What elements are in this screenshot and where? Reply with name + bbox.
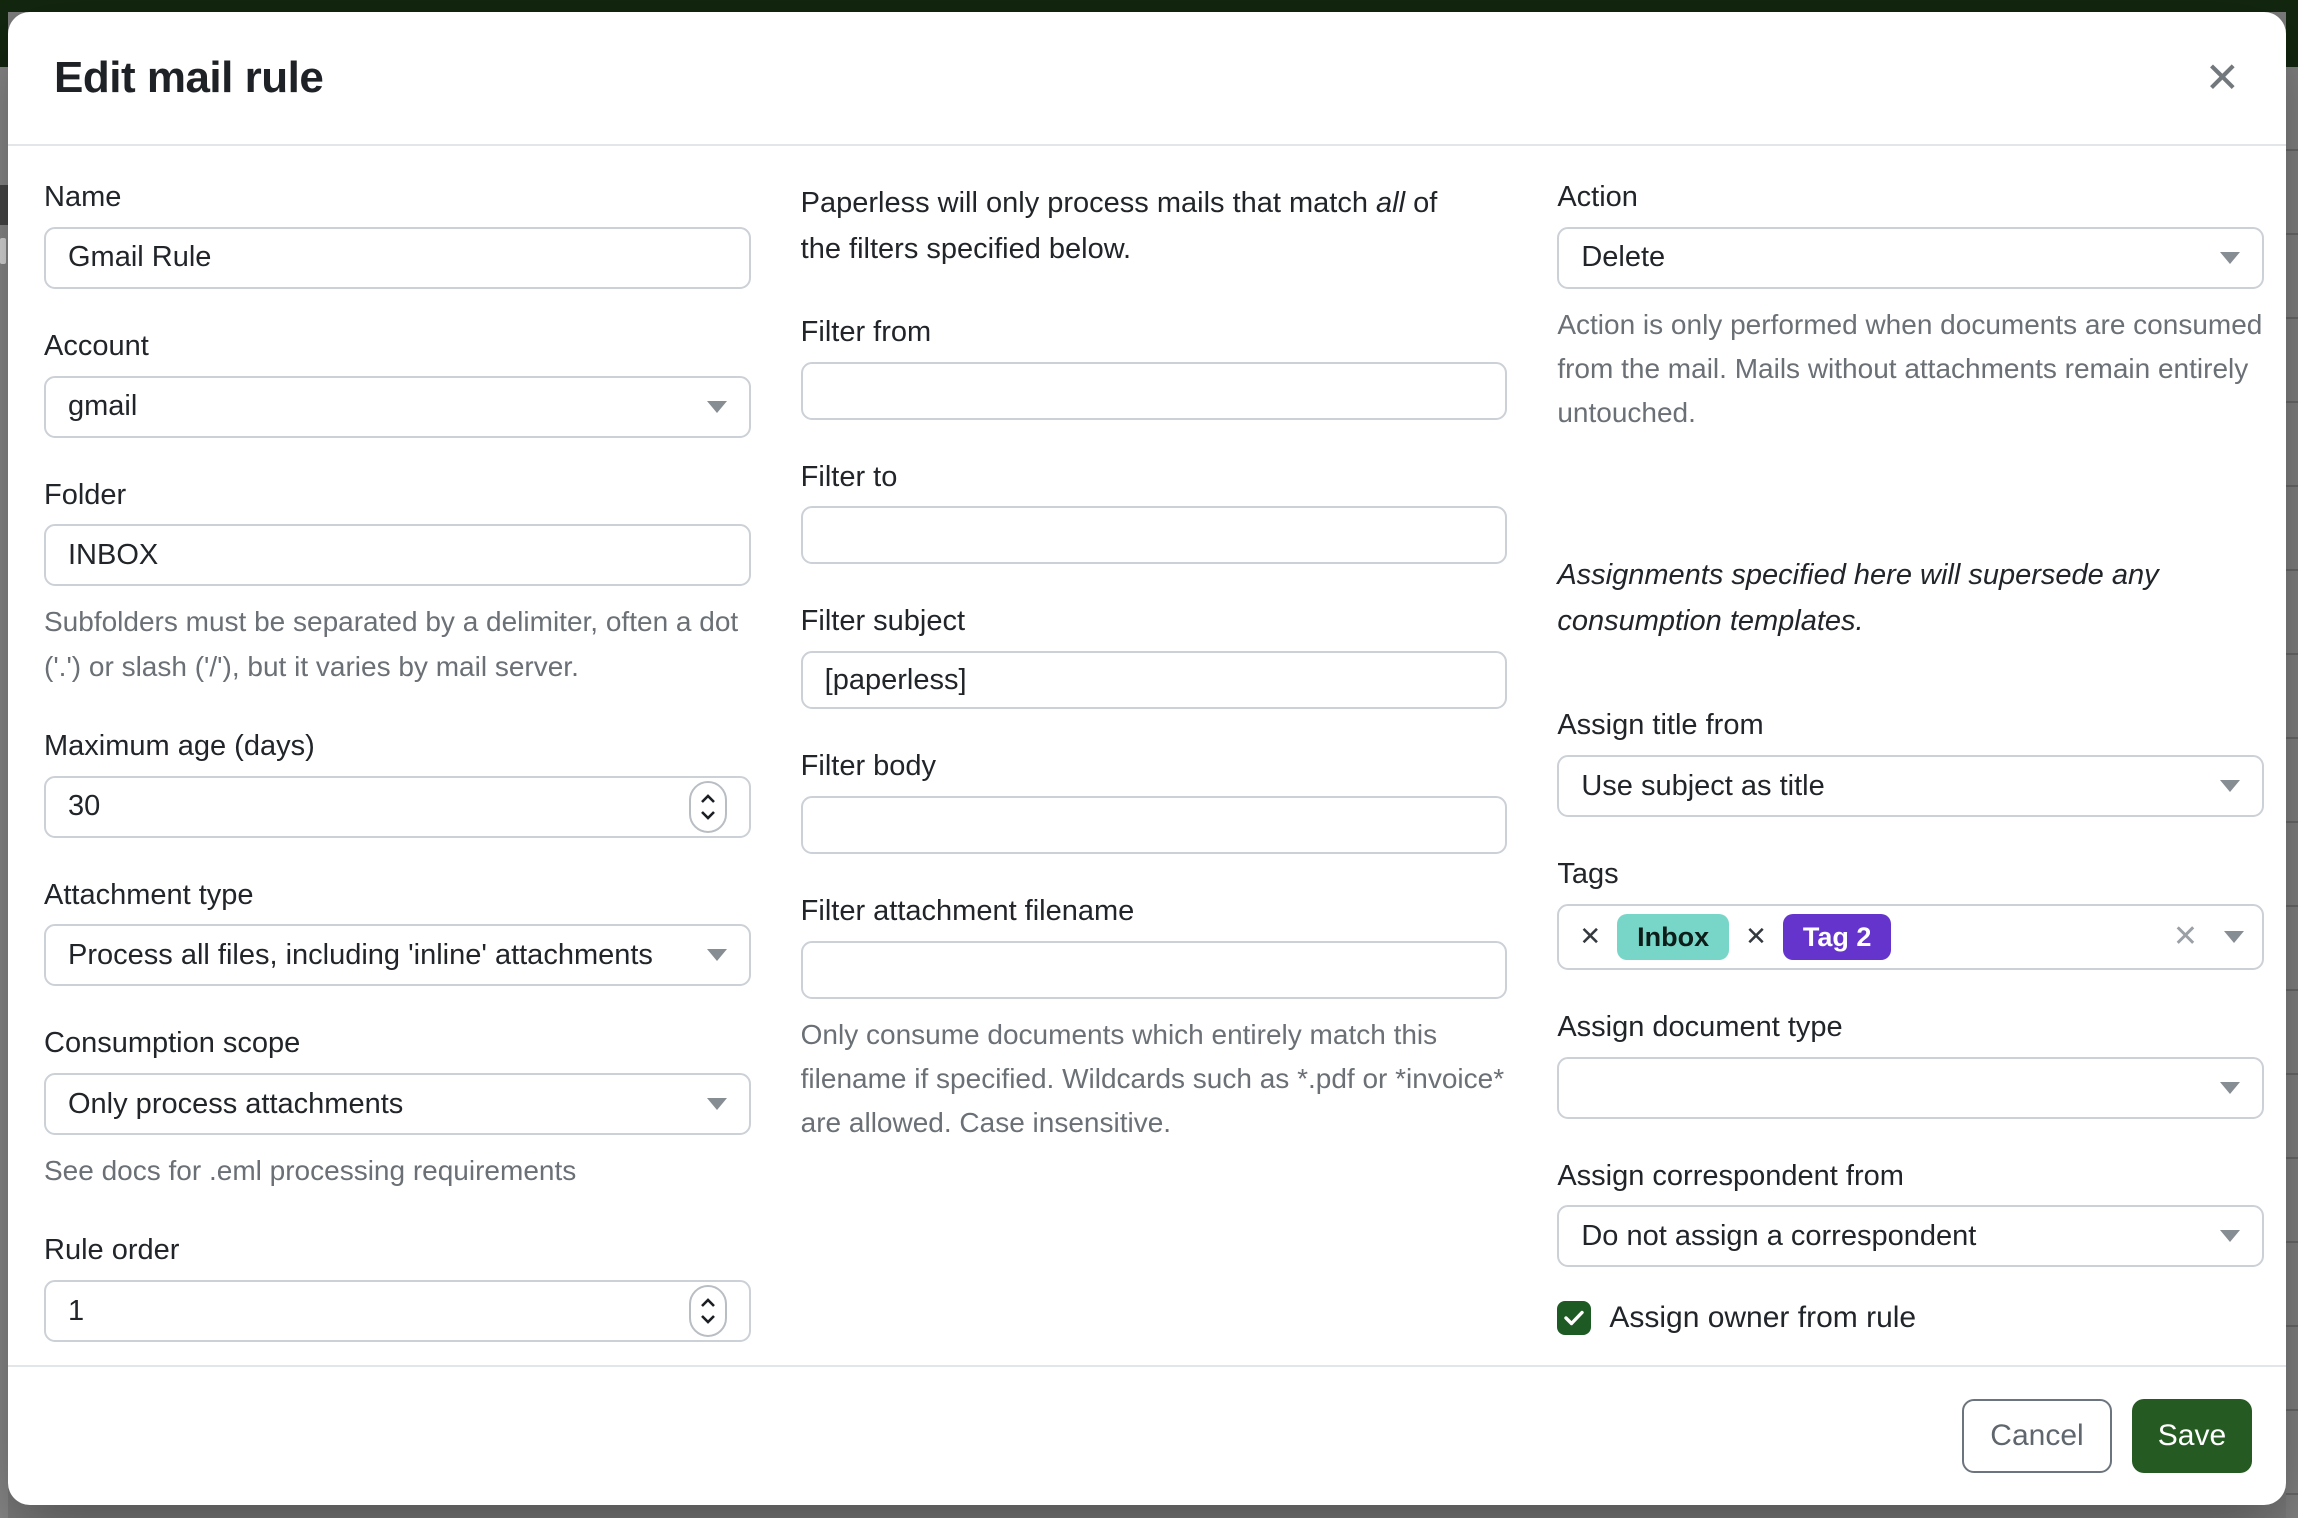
assign-correspondent-from-label: Assign correspondent from: [1557, 1159, 1904, 1192]
account-value: gmail: [68, 390, 138, 423]
chevron-down-icon: [2220, 780, 2240, 793]
page-title: Edit mail rule: [54, 53, 324, 102]
edit-mail-rule-modal: Edit mail rule ✕ Name Gmail Rule Account…: [8, 12, 2286, 1505]
chevron-down-icon: [706, 1098, 727, 1111]
filter-attachment-filename-help: Only consume documents which entirely ma…: [800, 1018, 1505, 1139]
chevron-down-icon: [2220, 1230, 2240, 1243]
action-select[interactable]: Delete: [1557, 226, 2264, 289]
close-icon[interactable]: ✕: [2204, 53, 2240, 102]
max-age-input[interactable]: 30: [44, 775, 751, 838]
assign-title-from-value: Use subject as title: [1581, 769, 1825, 802]
tags-label: Tags: [1557, 858, 1619, 891]
remove-tag-icon[interactable]: ✕: [1579, 921, 1602, 952]
modal-header: Edit mail rule ✕: [8, 12, 2286, 146]
consumption-scope-help: See docs for .eml processing requirement…: [44, 1155, 577, 1187]
remove-tag-icon[interactable]: ✕: [1745, 921, 1767, 952]
backdrop-navbar-left: [0, 0, 8, 67]
filter-to-label: Filter to: [800, 460, 898, 493]
filter-attachment-filename-input[interactable]: [800, 940, 1508, 999]
folder-value: INBOX: [68, 538, 159, 571]
action-label: Action: [1557, 181, 1638, 213]
assign-title-from-select[interactable]: Use subject as title: [1557, 755, 2264, 818]
assign-owner-checkbox[interactable]: [1557, 1301, 1592, 1336]
chevron-down-icon: [700, 1315, 715, 1325]
filter-subject-value: [paperless]: [824, 663, 967, 696]
max-age-label: Maximum age (days): [44, 729, 315, 762]
account-select[interactable]: gmail: [44, 375, 751, 438]
folder-input[interactable]: INBOX: [44, 524, 751, 587]
name-input[interactable]: Gmail Rule: [44, 226, 751, 289]
filter-body-label: Filter body: [800, 750, 937, 783]
column-actions: Action Delete Action is only performed w…: [1557, 180, 2264, 1365]
number-stepper[interactable]: [688, 780, 727, 833]
number-stepper[interactable]: [688, 1285, 727, 1338]
action-value: Delete: [1581, 241, 1666, 274]
rule-order-label: Rule order: [44, 1234, 180, 1267]
filter-subject-input[interactable]: [paperless]: [800, 651, 1508, 710]
chevron-down-icon: [706, 949, 727, 962]
action-help: Action is only performed when documents …: [1557, 308, 2263, 429]
chevron-down-icon: [2224, 930, 2244, 943]
tag-pill-inbox[interactable]: Inbox: [1617, 913, 1730, 961]
filter-from-input[interactable]: [800, 361, 1508, 420]
filters-intro: Paperless will only process mails that m…: [801, 180, 1481, 273]
chevron-down-icon: [706, 400, 727, 413]
cancel-button[interactable]: Cancel: [1962, 1399, 2112, 1473]
folder-label: Folder: [44, 478, 127, 511]
modal-body: Name Gmail Rule Account gmail Folder INB…: [8, 146, 2286, 1365]
filter-attachment-filename-label: Filter attachment filename: [800, 894, 1135, 927]
chevron-down-icon: [700, 810, 715, 820]
name-label: Name: [44, 181, 122, 213]
clear-tags-icon[interactable]: ✕: [2172, 918, 2198, 954]
filter-to-input[interactable]: [800, 506, 1508, 565]
consumption-scope-value: Only process attachments: [68, 1087, 404, 1120]
filter-subject-label: Filter subject: [800, 605, 966, 638]
assign-owner-row: Assign owner from rule: [1557, 1301, 2264, 1336]
account-label: Account: [44, 329, 149, 362]
assign-owner-label: Assign owner from rule: [1609, 1301, 1917, 1335]
tags-select[interactable]: ✕ Inbox ✕ Tag 2 ✕: [1557, 903, 2264, 970]
backdrop-page-left: [0, 67, 8, 1518]
attachment-type-label: Attachment type: [44, 878, 254, 911]
assign-document-type-select[interactable]: [1557, 1056, 2264, 1119]
filters-intro-text: Paperless will only process mails that m…: [800, 187, 1377, 219]
assign-correspondent-from-select[interactable]: Do not assign a correspondent: [1557, 1205, 2264, 1268]
rule-order-value: 1: [68, 1294, 85, 1327]
backdrop-fragment: [0, 238, 6, 264]
consumption-scope-select[interactable]: Only process attachments: [44, 1073, 751, 1136]
filters-intro-emphasis: all: [1376, 187, 1406, 219]
chevron-up-icon: [700, 1298, 715, 1308]
save-button[interactable]: Save: [2132, 1399, 2252, 1473]
tag-pill-tag2[interactable]: Tag 2: [1782, 913, 1892, 961]
check-icon: [1564, 1311, 1585, 1326]
folder-help: Subfolders must be separated by a delimi…: [44, 606, 739, 682]
tags-controls: ✕: [2172, 918, 2244, 954]
column-filters: Paperless will only process mails that m…: [800, 180, 1508, 1365]
assign-document-type-label: Assign document type: [1557, 1010, 1843, 1043]
chevron-up-icon: [700, 793, 715, 803]
rule-order-input[interactable]: 1: [44, 1280, 751, 1343]
filter-from-label: Filter from: [800, 315, 932, 348]
max-age-value: 30: [68, 790, 101, 823]
name-value: Gmail Rule: [68, 241, 212, 274]
attachment-type-value: Process all files, including 'inline' at…: [68, 938, 653, 971]
assign-title-from-label: Assign title from: [1557, 709, 1764, 742]
assign-correspondent-from-value: Do not assign a correspondent: [1581, 1219, 1977, 1252]
backdrop-page-right: [2286, 67, 2298, 1518]
backdrop-fragment: [0, 185, 8, 225]
column-general: Name Gmail Rule Account gmail Folder INB…: [44, 180, 751, 1365]
consumption-scope-label: Consumption scope: [44, 1027, 301, 1060]
attachment-type-select[interactable]: Process all files, including 'inline' at…: [44, 924, 751, 987]
assignments-note: Assignments specified here will supersed…: [1557, 558, 2159, 637]
filters-intro-text: of the filters specified below.: [800, 187, 1438, 266]
filter-body-input[interactable]: [800, 795, 1508, 854]
backdrop-navbar-right: [2286, 0, 2298, 67]
chevron-down-icon: [2220, 251, 2240, 264]
chevron-down-icon: [2220, 1081, 2240, 1094]
modal-footer: Cancel Save: [8, 1365, 2286, 1505]
backdrop-navbar-top: [0, 0, 2298, 12]
